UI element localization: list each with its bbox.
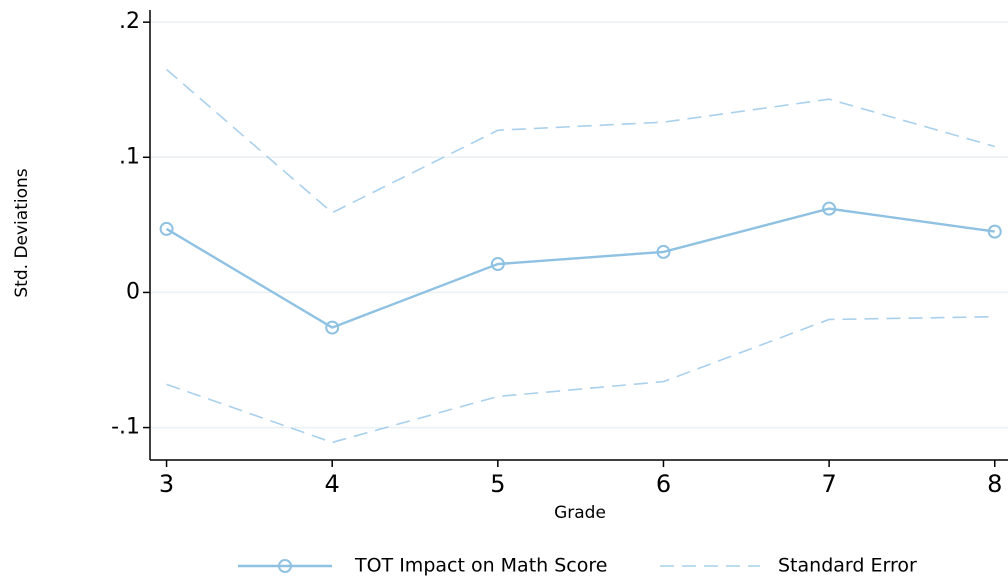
marker (822, 201, 837, 216)
se-line (166, 68, 995, 214)
legend-label: Standard Error (778, 555, 917, 577)
x-tick-label: 3 (159, 470, 174, 498)
y-tick-label: .2 (119, 9, 140, 34)
marker (159, 221, 174, 236)
legend-label: TOT Impact on Math Score (354, 555, 607, 577)
series-line (165, 207, 995, 329)
y-axis-title: Std. Deviations (12, 168, 32, 297)
marker (987, 224, 1002, 239)
marker (656, 244, 671, 259)
x-tick-label: 8 (987, 470, 1002, 498)
x-tick-label: 5 (490, 470, 505, 498)
marker (490, 257, 505, 272)
se-line (166, 315, 995, 444)
y-tick-label: -.1 (111, 415, 140, 440)
y-tick-label: 0 (126, 279, 140, 304)
legend-marker (278, 559, 292, 573)
x-tick-label: 6 (656, 470, 671, 498)
y-tick-label: .1 (119, 144, 140, 169)
x-axis-title: Grade (554, 503, 606, 523)
x-tick-label: 7 (821, 470, 836, 498)
x-tick-label: 4 (325, 470, 340, 498)
marker (325, 320, 340, 335)
